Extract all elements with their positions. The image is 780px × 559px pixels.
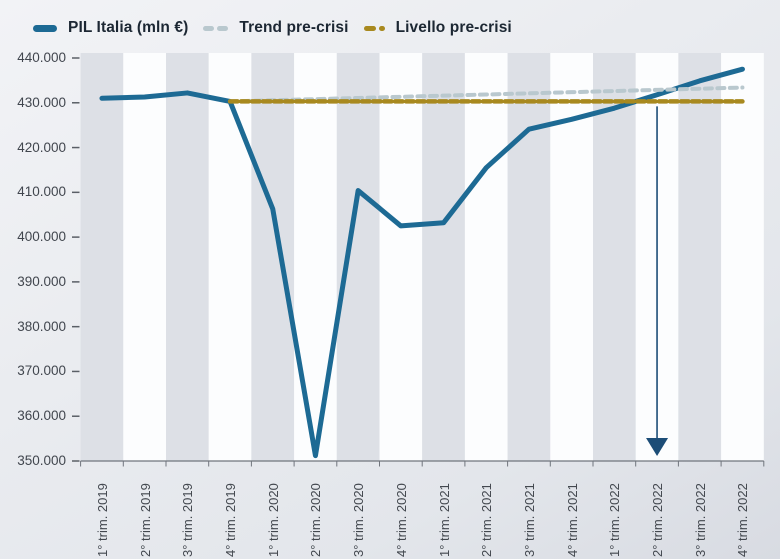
livello-dash-swatch-icon [363, 25, 385, 31]
recovery-arrow-head-icon [646, 438, 669, 456]
x-axis-label: 2° trim. 2019 [137, 483, 153, 557]
x-axis-label: 4° trim. 2022 [735, 483, 751, 557]
quarter-band [166, 53, 209, 461]
x-axis-label: 1° trim. 2021 [436, 483, 452, 557]
quarter-band [123, 53, 166, 461]
quarter-band [464, 53, 508, 461]
quarter-band [379, 53, 423, 461]
quarter-band [294, 53, 337, 461]
y-axis-label: 430.000 [17, 94, 66, 110]
series-trend-pre-crisi [228, 85, 745, 104]
legend-label-livello: Livello pre-crisi [395, 19, 512, 36]
quarter-band [80, 53, 124, 461]
quarter-band [507, 53, 551, 461]
y-axis-label: 440.000 [17, 50, 66, 65]
x-axis-label: 4° trim. 2020 [393, 483, 409, 557]
y-axis-label: 360.000 [17, 408, 66, 424]
quarter-band [208, 53, 252, 461]
pil-line-swatch-icon [33, 24, 57, 32]
chart-legend: PIL Italia (mln €) Trend pre-crisi Livel… [33, 19, 512, 37]
legend-item-livello: Livello pre-crisi [363, 19, 512, 37]
x-axis-label: 1° trim. 2020 [265, 483, 281, 557]
x-axis-label: 3° trim. 2020 [351, 483, 367, 557]
quarter-band [678, 53, 722, 461]
quarter-band [721, 53, 764, 461]
trend-dash-swatch-icon [203, 25, 229, 31]
quarter-band [422, 53, 465, 461]
legend-label-pil: PIL Italia (mln €) [68, 19, 189, 36]
quarter-band [593, 53, 636, 461]
y-axis-label: 390.000 [17, 273, 66, 289]
legend-label-trend: Trend pre-crisi [239, 19, 349, 36]
y-axis-label: 410.000 [17, 184, 66, 200]
legend-item-trend: Trend pre-crisi [203, 19, 348, 37]
y-axis-label: 350.000 [17, 453, 66, 468]
x-axis-label: 2° trim. 2020 [308, 483, 324, 557]
x-axis-label: 1° trim. 2019 [94, 483, 110, 557]
x-axis-label: 2° trim. 2021 [479, 483, 495, 557]
y-axis-label: 420.000 [17, 139, 66, 155]
y-axis-label: 370.000 [17, 363, 66, 379]
quarter-band [336, 53, 380, 461]
x-axis-label: 1° trim. 2022 [607, 483, 623, 557]
legend-item-pil: PIL Italia (mln €) [33, 19, 188, 37]
x-axis-label: 3° trim. 2022 [692, 483, 708, 557]
y-axis-label: 400.000 [17, 229, 66, 245]
x-axis-label: 4° trim. 2019 [223, 483, 239, 557]
x-axis-label: 3° trim. 2019 [180, 483, 196, 557]
x-axis-label: 3° trim. 2021 [521, 483, 537, 557]
x-axis-label: 4° trim. 2021 [564, 483, 580, 557]
x-axis-label: 2° trim. 2022 [650, 483, 666, 557]
y-axis-label: 380.000 [17, 318, 66, 334]
quarter-band [251, 53, 295, 461]
